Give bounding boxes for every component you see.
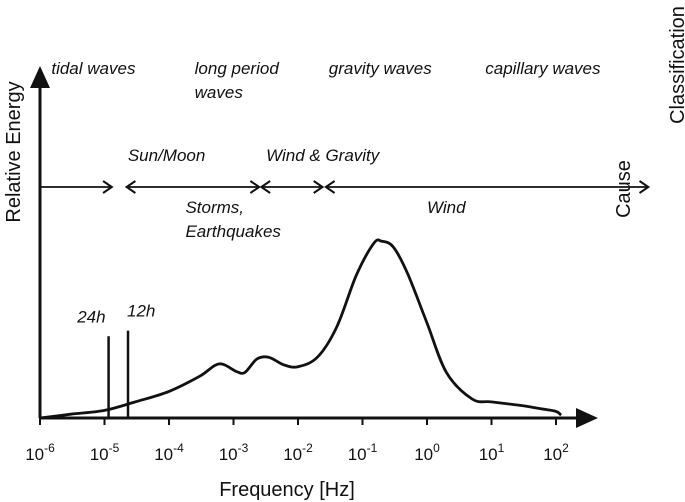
x-axis-arrowhead [576, 408, 598, 428]
x-tick-label: 10-4 [154, 441, 184, 464]
classification-label: gravity waves [329, 59, 432, 78]
classification-title: Classification [667, 6, 685, 124]
x-tick-label: 10-1 [348, 441, 378, 464]
classification-label: long period [195, 59, 280, 78]
curve-layer [39, 238, 563, 420]
x-tick-label: 10-6 [25, 441, 55, 464]
cause-arrow [124, 180, 261, 194]
arrowhead [259, 180, 271, 194]
cause-arrows: Sun/Moon Wind & Gravity Storms, Earthquakes… [40, 146, 651, 241]
axes [30, 66, 598, 428]
cause-arrow [324, 180, 651, 194]
cause-label: Earthquakes [185, 222, 281, 241]
tidal-label-12h: 12h [127, 302, 155, 321]
x-tick-label: 101 [479, 441, 505, 464]
x-tick-label: 10-2 [283, 441, 313, 464]
classification-label: waves [195, 83, 244, 102]
cause-label: Storms, [185, 198, 244, 217]
cause-label: Wind & Gravity [266, 146, 381, 165]
cause-label: Sun/Moon [128, 146, 206, 165]
arrowhead [638, 180, 651, 194]
classification-label: tidal waves [51, 59, 136, 78]
y-axis-title: Relative Energy [3, 81, 25, 222]
classification-label: capillary waves [485, 59, 601, 78]
x-tick-label: 102 [543, 441, 569, 464]
arrowhead [313, 180, 325, 194]
energy-spectrum-line [39, 238, 563, 420]
tidal-lines: 24h 12h [76, 302, 155, 418]
x-tick-labels: 10-6 10-5 10-4 10-3 10-2 10-1 100 101 102 [25, 418, 569, 464]
cause-arrow [259, 180, 325, 194]
arrowhead [102, 180, 114, 194]
classification-labels: tidal waves long period waves gravity waves… [51, 59, 601, 102]
x-tick-label: 100 [414, 441, 440, 464]
tidal-label-24h: 24h [76, 307, 105, 326]
y-axis-arrowhead [30, 66, 50, 88]
arrowhead [124, 180, 136, 194]
cause-label: Wind [427, 198, 466, 217]
cause-arrow [40, 180, 114, 194]
arrowhead [324, 180, 336, 194]
x-axis-title: Frequency [Hz] [219, 479, 355, 501]
x-tick-label: 10-3 [219, 441, 249, 464]
cause-title: Cause [613, 160, 635, 218]
arrowhead [249, 180, 261, 194]
x-tick-label: 10-5 [90, 441, 120, 464]
